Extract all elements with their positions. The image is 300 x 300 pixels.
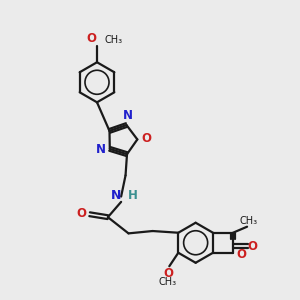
Text: O: O xyxy=(247,240,257,253)
Text: H: H xyxy=(128,190,137,202)
Text: CH₃: CH₃ xyxy=(104,35,122,46)
Text: O: O xyxy=(86,32,96,46)
Text: CH₃: CH₃ xyxy=(239,216,257,226)
Text: N: N xyxy=(110,190,121,202)
Text: N: N xyxy=(123,109,133,122)
Text: O: O xyxy=(77,207,87,220)
Text: CH₃: CH₃ xyxy=(159,277,177,286)
Text: N: N xyxy=(96,143,106,156)
Text: O: O xyxy=(164,268,173,281)
Text: O: O xyxy=(141,132,151,145)
Text: O: O xyxy=(236,248,246,261)
